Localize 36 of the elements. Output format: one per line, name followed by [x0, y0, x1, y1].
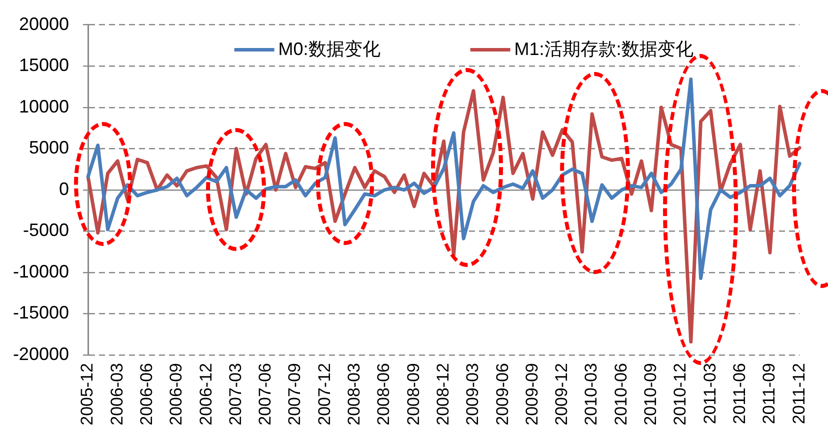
x-tick-label: 2006-03: [107, 363, 126, 426]
x-tick-label: 2010-09: [641, 363, 660, 426]
x-tick-label: 2010-06: [611, 363, 630, 426]
legend-label: M0:数据变化: [278, 38, 380, 59]
x-tick-label: 2010-12: [670, 363, 690, 426]
x-tick-label: 2005-12: [78, 363, 97, 426]
x-tick-label: 2009-06: [492, 363, 512, 426]
y-tick-label: -20000: [12, 344, 69, 364]
y-tick-label: -10000: [12, 261, 69, 282]
x-tick-label: 2009-09: [522, 363, 542, 426]
y-tick-label: 5000: [28, 138, 69, 158]
x-tick-label: 2007-03: [226, 363, 245, 426]
y-tick-label: -5000: [22, 220, 69, 240]
x-tick-label: 2007-12: [314, 363, 334, 426]
x-tick-label: 2006-06: [136, 363, 156, 426]
y-tick-label: 10000: [18, 96, 69, 116]
x-tick-label: 2008-12: [433, 363, 452, 426]
x-tick-label: 2008-03: [344, 363, 364, 426]
y-tick-label: 15000: [18, 55, 69, 76]
x-tick-label: 2008-06: [374, 363, 394, 426]
x-tick-label: 2007-09: [285, 363, 304, 426]
x-tick-label: 2010-03: [582, 363, 601, 426]
x-tick-label: 2007-06: [256, 363, 275, 426]
x-tick-label: 2008-09: [404, 363, 423, 426]
x-tick-label: 2009-12: [552, 363, 572, 426]
x-tick-label: 2011-03: [700, 363, 720, 424]
x-tick-label: 2011-12: [789, 363, 808, 424]
y-tick-label: -15000: [12, 302, 69, 323]
x-tick-label: 2006-09: [166, 363, 186, 426]
legend-label: M1:活期存款:数据变化: [514, 38, 694, 59]
x-tick-label: 2009-03: [463, 363, 482, 426]
x-tick-label: 2011-06: [730, 363, 749, 424]
x-tick-label: 2006-12: [196, 363, 216, 426]
x-tick-label: 2011-09: [760, 363, 779, 424]
y-tick-label: 20000: [18, 14, 69, 34]
y-tick-label: 0: [58, 178, 69, 199]
